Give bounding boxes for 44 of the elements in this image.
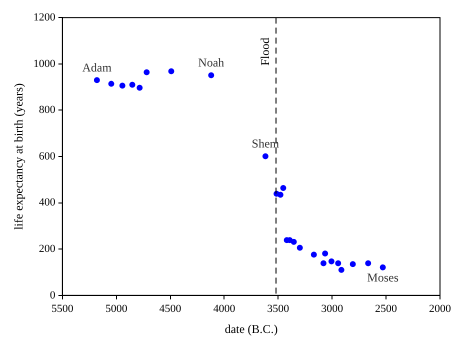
- point: [338, 266, 344, 273]
- point: [335, 260, 342, 266]
- annotation: Moses: [367, 270, 399, 285]
- y-tick-label: 800: [38, 104, 56, 116]
- point: [350, 261, 356, 268]
- point: [208, 72, 214, 78]
- point: [320, 260, 326, 266]
- x-tick-label: 4000: [213, 302, 236, 315]
- x-tick-label: 2500: [375, 302, 398, 315]
- point: [119, 82, 126, 89]
- y-tick-label: 1200: [33, 11, 56, 24]
- point: [277, 192, 284, 198]
- point: [365, 260, 372, 266]
- y-tick-label: 0: [50, 289, 56, 302]
- point: [296, 244, 303, 251]
- point: [262, 153, 268, 160]
- x-tick-label: 3000: [321, 302, 344, 315]
- x-tick-label: 2000: [429, 302, 452, 315]
- point: [322, 250, 328, 256]
- y-axis-title: life expectancy at birth (years): [11, 83, 26, 230]
- x-axis-title: date (B.C.): [224, 322, 278, 336]
- point: [310, 252, 317, 258]
- y-tick-label: 200: [38, 242, 56, 255]
- y-tick-label: 600: [38, 150, 56, 162]
- annotation: Shem: [252, 136, 280, 150]
- point: [168, 68, 174, 74]
- y-tick-label: 400: [38, 196, 56, 209]
- point: [380, 264, 386, 270]
- point: [136, 84, 143, 91]
- x-tick-label: 5000: [105, 302, 128, 315]
- point: [280, 184, 286, 191]
- point: [328, 258, 334, 264]
- x-tick-label: 3500: [267, 302, 290, 315]
- point: [94, 77, 100, 84]
- y-tick-label: 1000: [33, 58, 56, 70]
- x-tick-label: 5500: [51, 302, 74, 315]
- point: [290, 238, 297, 245]
- point: [129, 82, 136, 88]
- x-tick-label: 4500: [159, 302, 182, 315]
- annotation: Adam: [82, 60, 112, 74]
- annotation: Noah: [198, 55, 224, 70]
- ref-line-label: Flood: [258, 38, 272, 66]
- point: [108, 80, 114, 87]
- point: [144, 69, 150, 76]
